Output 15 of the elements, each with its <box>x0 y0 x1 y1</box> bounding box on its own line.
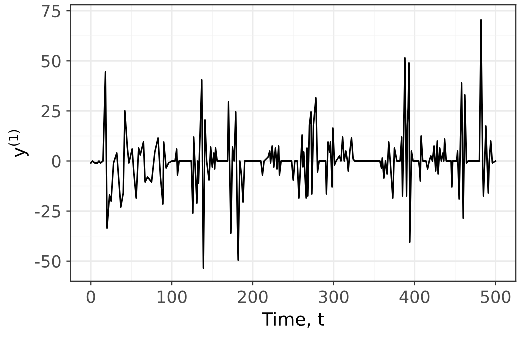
y-tick-label: -25 <box>35 205 60 218</box>
line-series <box>90 19 497 270</box>
y-tick-label: -50 <box>35 255 61 268</box>
y-tick-label: 25 <box>42 105 60 118</box>
x-tick-label: 400 <box>400 290 430 304</box>
x-tick-label: 100 <box>158 290 187 304</box>
x-tick-label: 0 <box>86 290 96 304</box>
y-tick-label: 75 <box>42 5 60 18</box>
x-tick-label: 300 <box>319 290 349 304</box>
x-axis-title: Time, t <box>262 312 324 328</box>
x-tick-label: 500 <box>481 290 511 304</box>
y-tick-label: 0 <box>52 155 61 168</box>
y-tick-label: 50 <box>42 55 61 68</box>
x-tick-label: 200 <box>238 290 268 304</box>
y-axis-title: y$^{(1)}$ <box>8 130 29 158</box>
